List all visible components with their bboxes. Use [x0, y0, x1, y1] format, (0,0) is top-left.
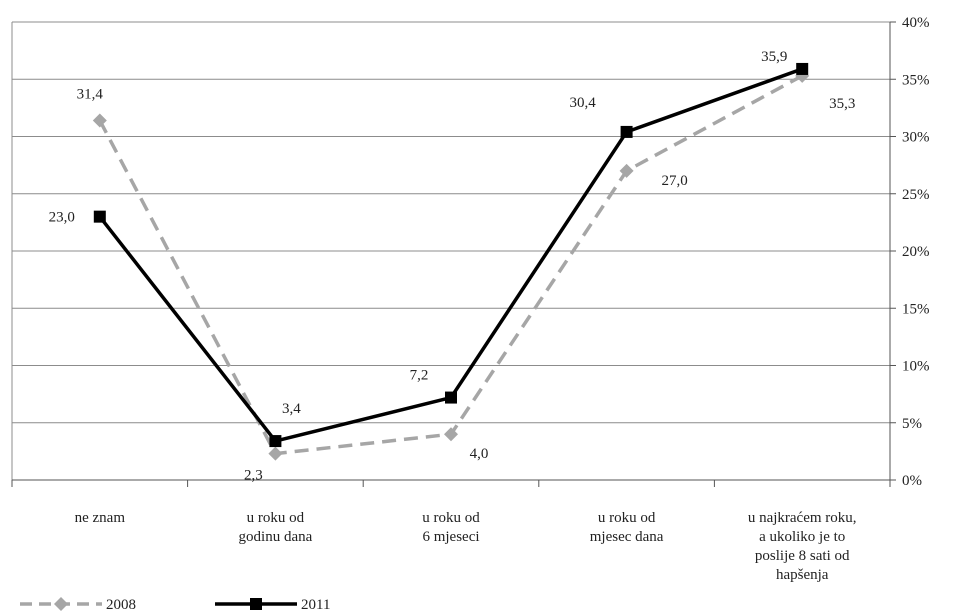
data-label-2008: 31,4 — [77, 86, 104, 102]
data-point-2008 — [444, 427, 458, 442]
data-label-2011: 7,2 — [410, 368, 429, 384]
legend-label-2011: 2011 — [301, 597, 330, 613]
data-point-2008 — [268, 446, 283, 461]
y-tick-label: 25% — [902, 187, 930, 203]
gridlines — [12, 21, 890, 424]
data-labels: 31,4 2,3 4,0 27,0 35,3 23,0 3,4 7,2 30,4 35,9 — [49, 49, 856, 484]
data-point-2011 — [620, 125, 633, 138]
data-point-2008 — [619, 163, 634, 178]
data-label-2011: 35,9 — [761, 49, 787, 65]
category-label-line: poslije 8 sati od — [755, 548, 850, 564]
data-point-2011 — [796, 62, 809, 75]
data-label-2011: 30,4 — [569, 95, 596, 111]
category-label-line: 6 mjeseci — [422, 529, 479, 545]
data-point-2011 — [445, 391, 457, 404]
series-markers — [92, 62, 810, 461]
data-point-2011 — [269, 435, 282, 448]
legend-marker-2011 — [250, 598, 262, 610]
category-label: u najkraćem roku, a ukoliko je to poslije … — [748, 510, 857, 583]
y-tick-label: 35% — [902, 72, 930, 88]
data-label-2011: 23,0 — [49, 210, 75, 226]
x-axis-categories: ne znam u roku od godinu dana u roku od 6 mj… — [75, 510, 857, 583]
category-label-line: u roku od — [247, 510, 305, 526]
y-tick-label: 40% — [902, 15, 930, 31]
category-label-line: godinu dana — [239, 529, 313, 545]
y-tick-label: 30% — [902, 130, 930, 146]
y-tick-label: 0% — [902, 473, 922, 489]
data-label-2008: 2,3 — [244, 468, 263, 484]
category-label: u roku od godinu dana — [239, 510, 313, 545]
y-tick-label: 10% — [902, 359, 930, 375]
y-axis-ticks: 0% 5% 10% 15% 20% 25% 30% 35% 40% — [902, 15, 930, 489]
category-label-line: hapšenja — [776, 567, 829, 583]
data-label-2008: 35,3 — [829, 96, 855, 112]
series-line-2011 — [98, 67, 803, 443]
category-label-line: ne znam — [75, 510, 126, 526]
category-label-line: u najkraćem roku, — [748, 510, 857, 526]
data-label-2011: 3,4 — [282, 401, 301, 417]
category-label-line: a ukoliko je to — [759, 529, 845, 545]
y-tick-label: 5% — [902, 416, 922, 432]
y-tick-label: 15% — [902, 301, 930, 317]
legend-label-2008: 2008 — [106, 597, 136, 613]
category-label: u roku od 6 mjeseci — [422, 510, 480, 545]
category-label-line: mjesec dana — [590, 529, 664, 545]
data-label-2008: 4,0 — [470, 446, 489, 462]
data-point-2011 — [93, 210, 106, 223]
legend-marker-2008 — [54, 597, 68, 611]
axes — [11, 21, 896, 487]
legend: 2008 2011 — [20, 597, 330, 613]
category-label-line: u roku od — [422, 510, 480, 526]
category-label-line: u roku od — [598, 510, 656, 526]
category-label: u roku od mjesec dana — [590, 510, 664, 545]
category-label: ne znam — [75, 510, 126, 526]
data-point-2008 — [92, 113, 107, 128]
y-tick-label: 20% — [902, 244, 930, 260]
data-label-2008: 27,0 — [661, 173, 687, 189]
